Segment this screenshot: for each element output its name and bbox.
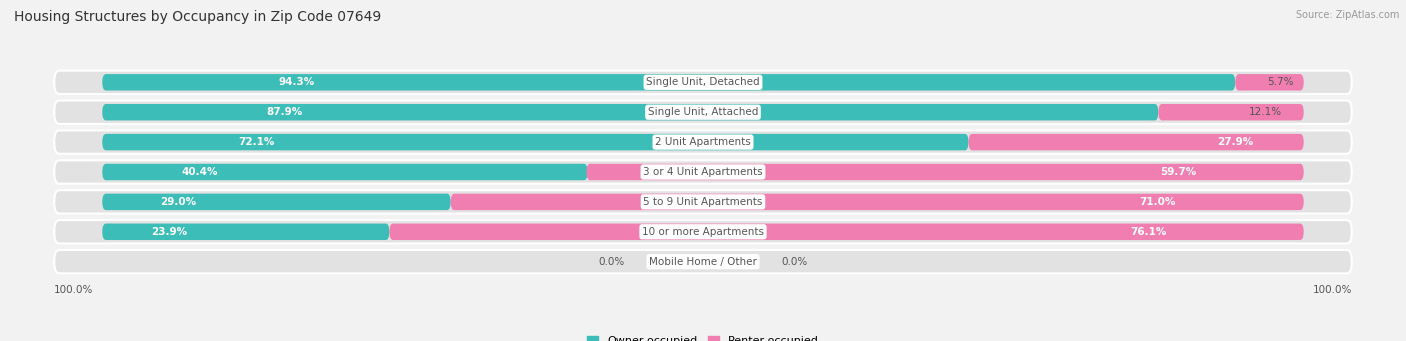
Text: 100.0%: 100.0% xyxy=(1312,285,1351,295)
Text: Single Unit, Attached: Single Unit, Attached xyxy=(648,107,758,117)
FancyBboxPatch shape xyxy=(1236,74,1303,90)
Text: 71.0%: 71.0% xyxy=(1139,197,1175,207)
FancyBboxPatch shape xyxy=(103,134,969,150)
Text: 0.0%: 0.0% xyxy=(599,257,624,267)
Text: Source: ZipAtlas.com: Source: ZipAtlas.com xyxy=(1295,10,1399,20)
Text: 5 to 9 Unit Apartments: 5 to 9 Unit Apartments xyxy=(644,197,762,207)
FancyBboxPatch shape xyxy=(55,71,1351,94)
Text: 0.0%: 0.0% xyxy=(782,257,807,267)
Text: 87.9%: 87.9% xyxy=(267,107,302,117)
FancyBboxPatch shape xyxy=(55,131,1351,154)
FancyBboxPatch shape xyxy=(55,101,1351,124)
Text: Single Unit, Detached: Single Unit, Detached xyxy=(647,77,759,87)
Text: Mobile Home / Other: Mobile Home / Other xyxy=(650,257,756,267)
Legend: Owner-occupied, Renter-occupied: Owner-occupied, Renter-occupied xyxy=(582,331,824,341)
Text: 94.3%: 94.3% xyxy=(278,77,315,87)
Text: 27.9%: 27.9% xyxy=(1218,137,1254,147)
Text: 5.7%: 5.7% xyxy=(1267,77,1294,87)
FancyBboxPatch shape xyxy=(55,190,1351,213)
FancyBboxPatch shape xyxy=(389,224,1303,240)
FancyBboxPatch shape xyxy=(451,194,1303,210)
FancyBboxPatch shape xyxy=(103,194,451,210)
FancyBboxPatch shape xyxy=(969,134,1303,150)
Text: 2 Unit Apartments: 2 Unit Apartments xyxy=(655,137,751,147)
Text: 76.1%: 76.1% xyxy=(1130,227,1167,237)
Text: 40.4%: 40.4% xyxy=(181,167,218,177)
FancyBboxPatch shape xyxy=(586,164,1303,180)
FancyBboxPatch shape xyxy=(55,250,1351,273)
Text: 23.9%: 23.9% xyxy=(152,227,187,237)
Text: 29.0%: 29.0% xyxy=(160,197,197,207)
Text: Housing Structures by Occupancy in Zip Code 07649: Housing Structures by Occupancy in Zip C… xyxy=(14,10,381,24)
FancyBboxPatch shape xyxy=(1159,104,1303,120)
FancyBboxPatch shape xyxy=(103,164,588,180)
FancyBboxPatch shape xyxy=(103,224,389,240)
Text: 10 or more Apartments: 10 or more Apartments xyxy=(643,227,763,237)
FancyBboxPatch shape xyxy=(103,74,1236,90)
FancyBboxPatch shape xyxy=(55,220,1351,243)
Text: 72.1%: 72.1% xyxy=(238,137,274,147)
Text: 59.7%: 59.7% xyxy=(1160,167,1197,177)
Text: 3 or 4 Unit Apartments: 3 or 4 Unit Apartments xyxy=(643,167,763,177)
FancyBboxPatch shape xyxy=(103,104,1159,120)
Text: 100.0%: 100.0% xyxy=(55,285,94,295)
Text: 12.1%: 12.1% xyxy=(1249,107,1282,117)
FancyBboxPatch shape xyxy=(55,160,1351,184)
